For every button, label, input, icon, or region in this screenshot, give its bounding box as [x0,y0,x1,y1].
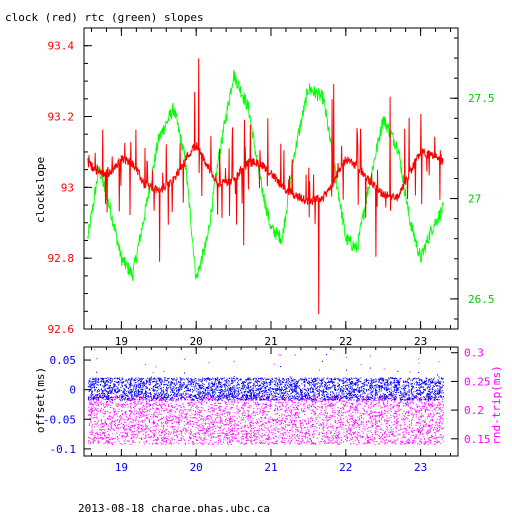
network-x-tick-label: 19 [115,461,128,474]
slopes-x-tick-label: 22 [339,335,352,348]
chart-title: clock (red) rtc (green) slopes [5,11,204,24]
rnd-trip-y-tick-label: 0.25 [464,375,491,388]
slopes-x-tick-label: 21 [264,335,277,348]
footer-caption: 2013-08-18 charge.phas.ubc.ca [78,502,270,512]
offset-y-tick-label: 0 [69,384,76,397]
clockslope-y-tick-label: 92.6 [48,323,75,336]
rnd-trip-y-tick-label: 0.15 [464,433,491,446]
rnd-trip-series-points [87,346,444,445]
offset-y-label: offset(ms) [34,367,47,433]
network-axes: 19 20 21 22 23 0.05 0 -0.05 -0.1 0.3 0.25 0.2 0.15 [43,347,491,474]
network-x-tick-label: 22 [339,461,352,474]
rtc-series-line [87,69,444,282]
slopes-x-tick-label: 23 [414,335,427,348]
network-marks [87,346,444,445]
rnd-trip-y-tick-label: 0.3 [464,347,484,360]
offset-y-tick-label: 0.05 [50,354,77,367]
slopes-marks [87,58,444,315]
slopes-x-tick-label: 20 [190,335,203,348]
clockslope-y-tick-label: 93.2 [48,111,75,124]
offset-y-tick-label: -0.1 [50,443,77,456]
offset-series-points [87,354,444,425]
network-panel: 19 20 21 22 23 0.05 0 -0.05 -0.1 0.3 0.25 0.2 0.15 o… [34,346,503,474]
slopes-x-tick-label: 19 [115,335,128,348]
rtc-y-tick-label: 27.5 [468,92,495,105]
slopes-panel: 19 20 21 22 23 92.6 92.8 93 93.2 93.4 26.5 27 27.5 c… [34,27,495,348]
rnd-trip-y-tick-label: 0.2 [464,404,484,417]
clockslope-y-tick-label: 93 [61,181,74,194]
slopes-axes: 19 20 21 22 23 92.6 92.8 93 93.2 93.4 26.5 27 27.5 [48,27,495,348]
rtc-y-tick-label: 26.5 [468,293,495,306]
network-x-tick-label: 20 [190,461,203,474]
network-x-tick-label: 21 [264,461,277,474]
slopes-y-label: clockslope [34,157,47,223]
rnd-trip-y-label: rnd-trip(ms) [490,365,503,444]
rtc-y-tick-label: 27 [468,193,481,206]
clockslope-y-tick-label: 93.4 [48,40,75,53]
clock-series-line [87,58,444,315]
offset-y-tick-label: -0.05 [43,413,76,426]
clockslope-y-tick-label: 92.8 [48,252,75,265]
network-x-tick-label: 23 [414,461,427,474]
